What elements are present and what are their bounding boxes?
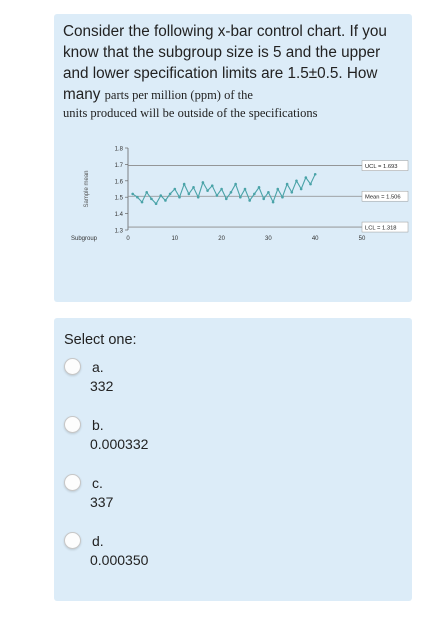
y-tick-label-0: 1.3 (115, 229, 124, 235)
radio-a[interactable] (64, 358, 81, 375)
data-point-33 (285, 182, 289, 186)
x-tick-label-3: 30 (265, 236, 272, 242)
data-point-21 (229, 190, 233, 194)
data-point-14 (196, 195, 200, 199)
option-c-letter: c. (92, 475, 103, 491)
data-point-17 (210, 184, 214, 188)
series-line (132, 173, 316, 205)
data-point-19 (220, 187, 223, 191)
x-tick-label-0: 0 (126, 236, 130, 242)
question-panel: Consider the following x-bar control cha… (54, 14, 412, 302)
control-label-box-1 (361, 190, 409, 202)
xbar-control-chart: 1.3 1.4 1.5 1.6 1.7 1.8 Sample mean Subgroup 0 10… (71, 147, 409, 242)
data-point-6 (159, 194, 163, 197)
data-point-2 (140, 200, 144, 204)
select-one-label: Select one: (64, 332, 137, 348)
x-axis-label: Subgroup (71, 236, 98, 242)
y-tick-label-5: 1.8 (115, 147, 124, 153)
data-point-0 (131, 192, 134, 196)
data-point-30 (271, 200, 275, 204)
data-point-32 (281, 195, 284, 199)
x-tick-label-2: 20 (218, 236, 225, 242)
data-point-37 (304, 176, 308, 179)
control-label-2: LCL = 1.318 (365, 226, 397, 232)
control-label-box-2 (361, 221, 409, 233)
data-point-3 (145, 190, 149, 194)
radio-c[interactable] (64, 474, 81, 491)
data-point-20 (224, 197, 228, 201)
data-point-7 (164, 199, 167, 202)
x-tick-label-4: 40 (312, 236, 319, 242)
data-point-22 (234, 182, 237, 186)
y-tick-label-4: 1.7 (115, 163, 124, 169)
data-point-13 (192, 186, 195, 189)
data-point-31 (276, 187, 280, 191)
data-point-12 (187, 192, 191, 196)
data-point-39 (313, 172, 317, 176)
y-axis-label: Sample mean (84, 170, 90, 207)
control-label-1: Mean = 1.506 (365, 195, 401, 201)
radio-d[interactable] (64, 532, 81, 549)
answers-panel: Select one: a. 332 b. 0.000332 c. 337 d.… (54, 318, 412, 601)
data-point-29 (267, 190, 270, 194)
x-tick-label-1: 10 (171, 236, 178, 242)
question-line2: units produced will be outside of the sp… (63, 106, 318, 120)
option-c-value: 337 (90, 494, 114, 510)
data-point-25 (248, 199, 251, 202)
data-point-10 (178, 195, 181, 199)
option-a-letter: a. (92, 359, 104, 375)
data-point-1 (136, 195, 139, 199)
option-b-value: 0.000332 (90, 436, 149, 452)
data-point-24 (243, 187, 247, 191)
data-point-34 (290, 190, 294, 194)
data-point-27 (257, 186, 261, 189)
data-point-4 (150, 197, 153, 201)
option-a-value: 332 (90, 378, 114, 394)
data-point-35 (295, 179, 298, 183)
data-point-5 (154, 202, 158, 206)
x-tick-label-5: 50 (359, 236, 366, 242)
control-label-0: UCL = 1.693 (365, 164, 398, 170)
y-tick-label-1: 1.4 (115, 212, 124, 218)
option-b-letter: b. (92, 417, 104, 433)
y-tick-label-2: 1.5 (115, 196, 124, 202)
data-point-38 (309, 182, 312, 186)
data-point-16 (206, 189, 209, 192)
question-line1-serif: parts per million (ppm) of the (104, 88, 253, 102)
y-tick-label-3: 1.6 (115, 179, 124, 185)
question-text: Consider the following x-bar control cha… (63, 21, 403, 106)
data-point-9 (173, 187, 177, 191)
data-point-18 (215, 194, 219, 197)
data-point-11 (182, 182, 186, 186)
data-point-36 (299, 187, 303, 191)
option-d-letter: d. (92, 533, 104, 549)
option-d-value: 0.000350 (90, 552, 149, 568)
data-point-23 (239, 195, 242, 199)
data-point-8 (168, 192, 172, 196)
data-point-26 (253, 192, 256, 196)
data-point-28 (262, 197, 266, 201)
question-line1: Consider the following x-bar control cha… (63, 23, 387, 103)
data-point-15 (201, 181, 205, 184)
radio-b[interactable] (64, 416, 81, 433)
control-label-box-0 (361, 160, 409, 171)
